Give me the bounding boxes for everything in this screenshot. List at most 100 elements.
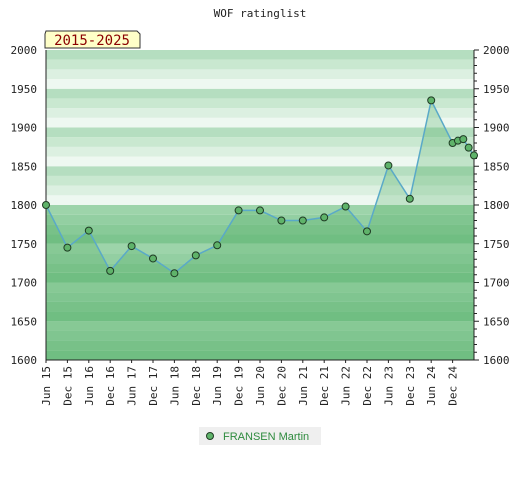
background-band	[46, 175, 474, 186]
y-tick-label-right: 1650	[483, 315, 510, 328]
background-band	[46, 263, 474, 273]
x-tick-label: Dec 21	[318, 366, 331, 406]
y-axis-right: 1600 1650 1700 1750 1800 1850 1900 1950 2000	[483, 44, 510, 367]
y-tick-label: 1600	[11, 354, 38, 367]
x-tick-label: Dec 16	[104, 366, 117, 406]
data-point[interactable]	[470, 151, 478, 160]
x-tick-label: Dec 15	[61, 366, 74, 406]
background-band	[46, 340, 474, 351]
y-axis-left: 1600 1650 1700 1750 1800 1850 1900 1950 2000	[11, 44, 38, 367]
background-band	[46, 330, 474, 341]
background-band	[46, 166, 474, 176]
data-point[interactable]	[384, 161, 393, 170]
background-band	[46, 108, 474, 118]
x-axis: Jun 15 Dec 15 Jun 16 Dec 16 Jun 17 Dec 17 Jun …	[40, 360, 460, 406]
background-band	[46, 127, 474, 138]
range-badge: 2015-2025	[44, 30, 141, 49]
y-tick-label: 1900	[11, 122, 38, 135]
x-tick-label: Jun 21	[297, 366, 310, 406]
data-point[interactable]	[149, 254, 157, 263]
y-tick-label-right: 2000	[483, 44, 510, 57]
background-band	[46, 321, 474, 331]
chart-title: WOF ratinglist	[214, 7, 307, 20]
background-band	[46, 350, 474, 360]
y-tick-label-right: 1600	[483, 354, 510, 367]
data-point[interactable]	[213, 241, 222, 250]
x-tick-label: Dec 20	[275, 366, 288, 406]
data-point[interactable]	[464, 143, 473, 152]
area-fill	[46, 100, 474, 360]
legend-box	[199, 427, 321, 445]
data-point[interactable]	[363, 227, 371, 236]
background-band	[46, 137, 474, 147]
y-tick-label: 1650	[11, 315, 38, 328]
background-band	[46, 156, 474, 167]
y-tick-label: 1700	[11, 277, 38, 290]
background-band	[46, 195, 474, 205]
data-point[interactable]	[42, 201, 50, 209]
x-tick-label: Jun 18	[168, 366, 181, 406]
background-band	[46, 234, 474, 244]
background-band	[46, 79, 474, 89]
x-tick-label: Jun 22	[340, 366, 353, 406]
y-tick-label: 1800	[11, 199, 38, 212]
x-tick-label: Dec 24	[447, 366, 460, 406]
background-band	[46, 253, 474, 264]
x-tick-label: Jun 15	[40, 366, 53, 406]
background-band	[46, 311, 474, 322]
legend-label: FRANSEN Martin	[223, 431, 309, 443]
legend-marker	[206, 432, 214, 440]
y-tick-label-right: 1700	[483, 277, 510, 290]
data-point[interactable]	[277, 216, 286, 225]
y-tick-label: 1950	[11, 83, 38, 96]
x-tick-label: Jun 23	[382, 366, 395, 406]
legend[interactable]: FRANSEN Martin	[199, 427, 321, 445]
data-point[interactable]	[427, 96, 436, 105]
range-label: 2015-2025	[54, 33, 130, 49]
x-tick-label: Jun 17	[126, 366, 139, 406]
data-point[interactable]	[298, 216, 307, 225]
y-tick-label-right: 1800	[483, 199, 510, 212]
series-points	[42, 96, 478, 278]
background-band	[46, 282, 474, 293]
background-band	[46, 117, 474, 128]
data-point[interactable]	[127, 242, 136, 251]
x-tick-label: Jun 19	[211, 366, 224, 406]
y-tick-label-right: 1850	[483, 160, 510, 173]
data-point[interactable]	[170, 269, 179, 278]
background-band	[46, 146, 474, 157]
data-point[interactable]	[320, 213, 329, 222]
data-point[interactable]	[63, 243, 72, 252]
x-tick-label: Dec 17	[147, 366, 160, 406]
background-band	[46, 272, 474, 283]
x-tick-label: Dec 23	[404, 366, 417, 406]
x-tick-label: Dec 19	[233, 366, 246, 406]
background-band	[46, 59, 474, 70]
background-band	[46, 88, 474, 99]
background-band	[46, 301, 474, 312]
background-band	[46, 224, 474, 235]
background-band	[46, 214, 474, 225]
area-fill-path	[46, 100, 474, 360]
y-tick-label-right: 1950	[483, 83, 510, 96]
data-point[interactable]	[234, 206, 243, 215]
data-point[interactable]	[84, 226, 93, 235]
range-badge-box	[44, 30, 141, 49]
background-band	[46, 98, 474, 109]
y-tick-label-right: 1750	[483, 238, 510, 251]
y-tick-label: 2000	[11, 44, 38, 57]
data-point[interactable]	[106, 266, 115, 275]
data-point[interactable]	[256, 206, 264, 215]
x-tick-label: Dec 22	[361, 366, 374, 406]
x-tick-label: Dec 18	[190, 366, 203, 406]
x-tick-label: Jun 20	[254, 366, 267, 406]
data-point[interactable]	[405, 194, 414, 203]
y-tick-label: 1750	[11, 238, 38, 251]
data-point[interactable]	[459, 135, 468, 144]
background-band	[46, 243, 474, 254]
data-point[interactable]	[191, 251, 200, 260]
data-point[interactable]	[341, 202, 350, 211]
background-band	[46, 69, 474, 80]
x-tick-label: Jun 16	[83, 366, 96, 406]
